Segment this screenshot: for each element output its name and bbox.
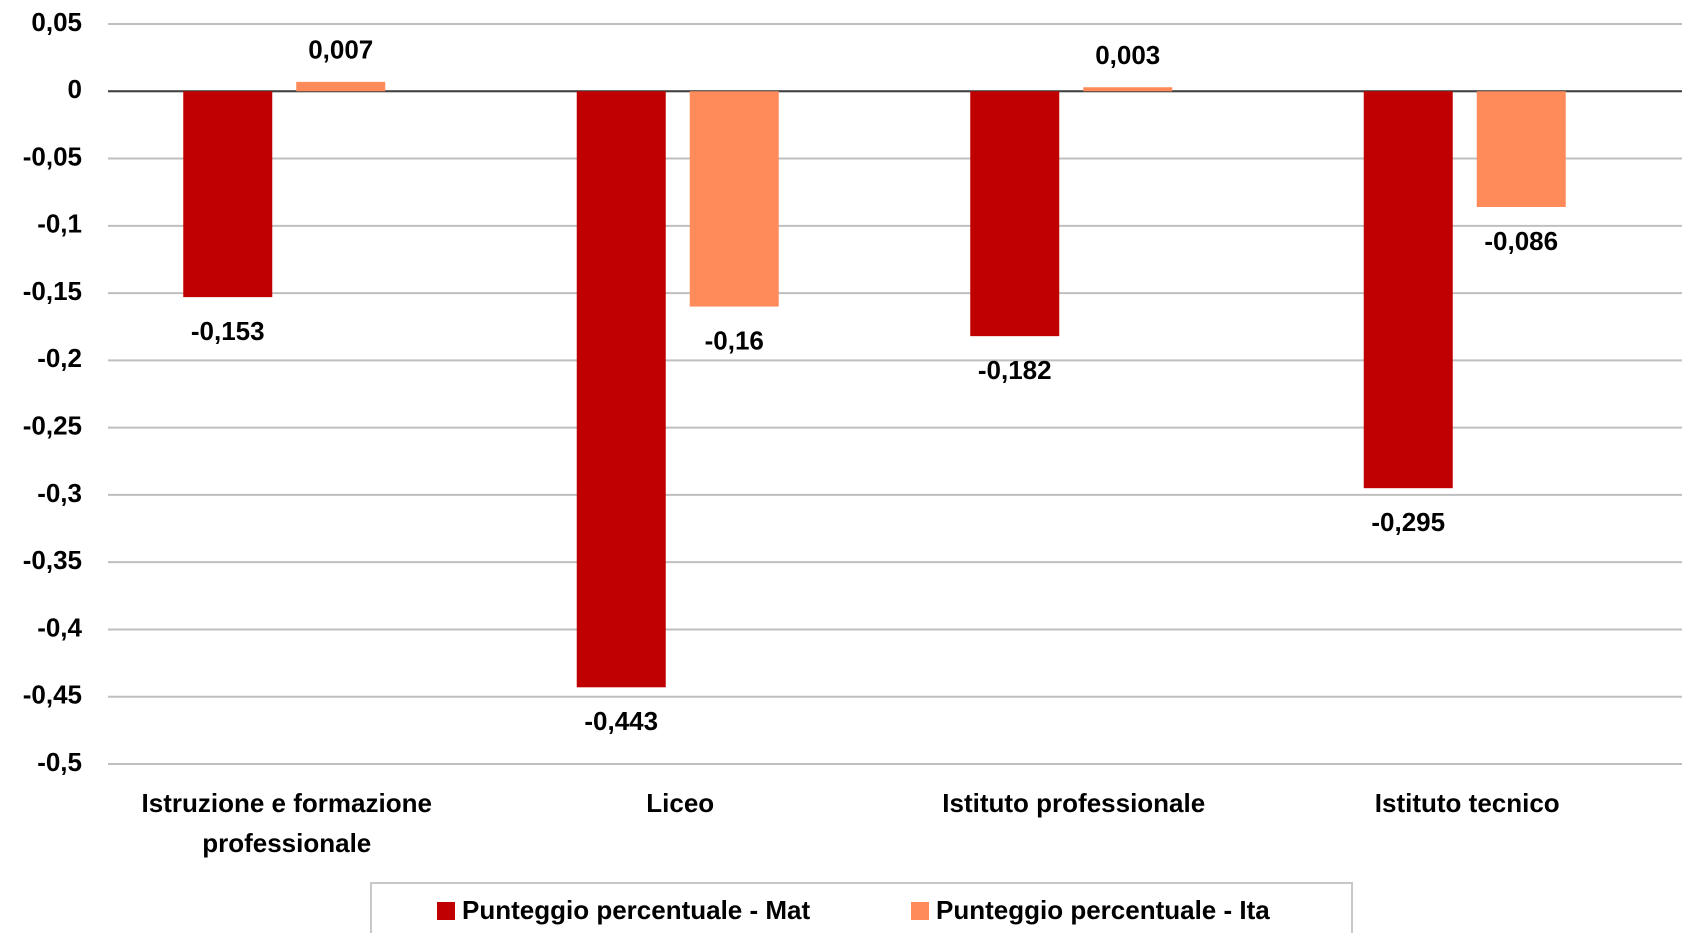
y-tick-label: 0 [68,74,82,104]
legend-swatch [911,902,929,920]
data-label: 0,003 [1095,40,1160,70]
bar [689,91,779,307]
y-tick-label: -0,25 [23,411,82,441]
x-tick-label: Liceo [646,788,714,818]
y-tick-label: 0,05 [31,7,82,37]
data-label: 0,007 [308,35,373,65]
legend-swatch [437,902,455,920]
bar [1083,87,1173,92]
data-label: -0,16 [705,325,764,355]
y-tick-label: -0,45 [23,680,82,710]
y-tick-label: -0,15 [23,276,82,306]
bar [1476,91,1566,207]
x-tick-label: Istruzione e formazione professionale [142,788,432,858]
bar [1363,91,1453,489]
y-tick-label: -0,05 [23,141,82,171]
legend-box [370,882,1353,933]
data-label: -0,153 [191,316,265,346]
y-tick-label: -0,5 [37,747,82,777]
data-label: -0,295 [1371,507,1445,537]
x-tick-label: Istituto tecnico [1375,788,1560,818]
y-tick-label: -0,2 [37,343,82,373]
y-tick-label: -0,35 [23,545,82,575]
bar [576,91,666,688]
x-tick-label: Istituto professionale [942,788,1205,818]
y-tick-label: -0,1 [37,209,82,239]
bar [183,91,273,298]
data-label: -0,086 [1484,226,1558,256]
y-tick-label: -0,3 [37,478,82,508]
legend-label: Punteggio percentuale - Ita [936,895,1270,925]
bar [970,91,1060,337]
y-tick-label: -0,4 [37,612,82,642]
bar [296,81,386,92]
data-label: -0,182 [978,355,1052,385]
legend-label: Punteggio percentuale - Mat [462,895,810,925]
data-label: -0,443 [584,706,658,736]
